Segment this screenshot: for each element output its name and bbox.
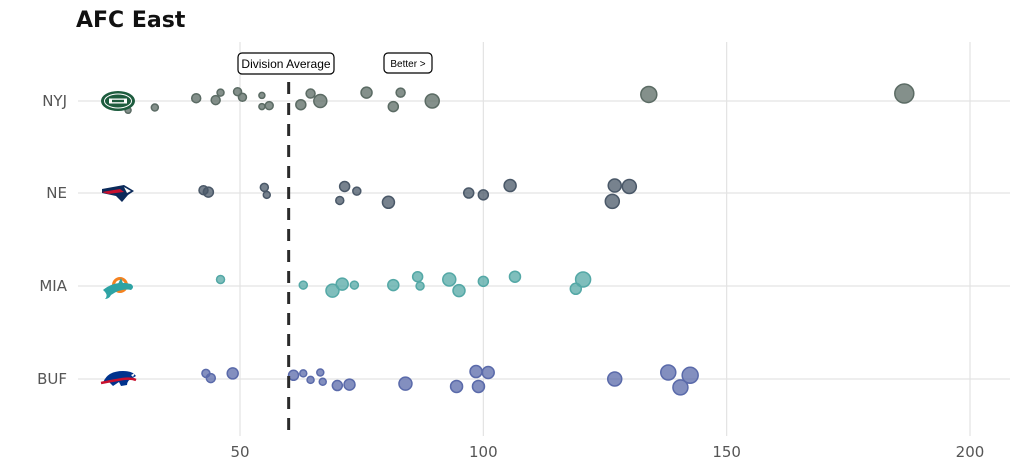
x-tick-label-150: 150	[712, 443, 741, 461]
data-point-mia	[574, 271, 592, 288]
data-point-buf	[672, 379, 689, 396]
data-point-mia	[325, 283, 340, 298]
chart-title: AFC East	[76, 8, 186, 33]
data-point-mia	[415, 281, 425, 291]
data-point-mia	[442, 272, 457, 287]
data-point-nyj	[258, 102, 266, 111]
data-point-mia	[452, 283, 466, 298]
division-average-label-box	[237, 52, 335, 75]
x-tick-label-200: 200	[956, 443, 985, 461]
data-point-buf	[481, 365, 495, 380]
patriots-logo-icon	[102, 185, 134, 202]
data-point-mia	[298, 280, 309, 290]
data-point-mia	[349, 280, 360, 290]
data-point-buf	[226, 367, 239, 380]
division-average-label: Division Average	[237, 52, 335, 75]
data-point-nyj	[150, 103, 160, 112]
data-point-nyj	[295, 98, 307, 111]
dolphins-logo-icon	[103, 277, 133, 299]
division-average-label-text: Division Average	[241, 57, 330, 71]
data-point-nyj	[640, 85, 658, 104]
annotations: Division Average Better >	[237, 52, 433, 75]
data-point-mia	[335, 277, 349, 291]
y-axis-labels: NYJ NE MIA BUF	[37, 92, 68, 388]
x-axis-ticks: 50 100 150 200	[230, 443, 984, 461]
data-point-nyj	[305, 88, 316, 99]
data-point-ne	[262, 190, 272, 200]
better-label-text: Better >	[390, 59, 425, 70]
x-tick-label-100: 100	[469, 443, 498, 461]
data-point-nyj	[894, 83, 915, 104]
y-tick-label-ne: NE	[46, 184, 67, 202]
y-tick-label-buf: BUF	[37, 370, 67, 388]
data-point-nyj	[424, 93, 440, 109]
x-tick-label-50: 50	[230, 443, 249, 461]
data-point-buf	[398, 376, 413, 391]
data-point-ne	[259, 182, 270, 193]
data-point-mia	[387, 278, 400, 292]
jets-logo-icon	[101, 91, 135, 111]
data-point-mia	[508, 270, 522, 283]
data-point-ne	[477, 189, 490, 201]
data-point-buf	[287, 369, 300, 382]
data-point-buf	[299, 369, 308, 378]
data-point-ne	[352, 186, 362, 196]
y-tick-label-nyj: NYJ	[42, 92, 67, 110]
y-tick-label-mia: MIA	[39, 277, 67, 295]
data-point-buf	[471, 379, 486, 394]
data-point-nyj	[210, 94, 221, 106]
data-point-buf	[469, 364, 483, 379]
data-points	[124, 83, 915, 396]
data-point-ne	[607, 178, 622, 193]
data-point-nyj	[237, 92, 248, 103]
better-label-box	[383, 52, 433, 74]
data-point-nyj	[190, 92, 202, 104]
data-point-nyj	[216, 88, 225, 97]
team-logos	[100, 91, 137, 386]
data-point-buf	[681, 366, 699, 385]
data-point-buf	[331, 379, 344, 392]
data-point-ne	[202, 186, 215, 198]
data-point-nyj	[387, 100, 400, 113]
data-point-buf	[449, 379, 464, 394]
data-point-ne	[462, 187, 475, 199]
data-point-nyj	[258, 91, 266, 100]
bills-logo-icon	[100, 371, 137, 386]
data-point-buf	[318, 377, 327, 387]
data-point-mia	[215, 274, 226, 285]
data-point-ne	[503, 178, 517, 193]
data-point-ne	[621, 178, 638, 195]
better-label: Better >	[383, 52, 433, 74]
data-point-nyj	[360, 86, 373, 99]
data-point-mia	[477, 275, 490, 288]
data-point-ne	[381, 195, 396, 210]
data-point-nyj	[395, 87, 406, 98]
data-point-mia	[411, 270, 424, 283]
data-point-buf	[316, 368, 325, 377]
data-point-ne	[604, 193, 621, 210]
y-gridlines	[78, 100, 1010, 380]
data-point-nyj	[313, 93, 328, 109]
data-point-buf	[606, 371, 623, 387]
data-point-nyj	[264, 100, 274, 111]
data-point-buf	[205, 372, 217, 384]
data-point-ne	[335, 195, 345, 206]
data-point-buf	[660, 364, 677, 381]
data-point-buf	[306, 375, 315, 385]
data-point-buf	[343, 378, 356, 391]
data-point-ne	[338, 180, 351, 193]
